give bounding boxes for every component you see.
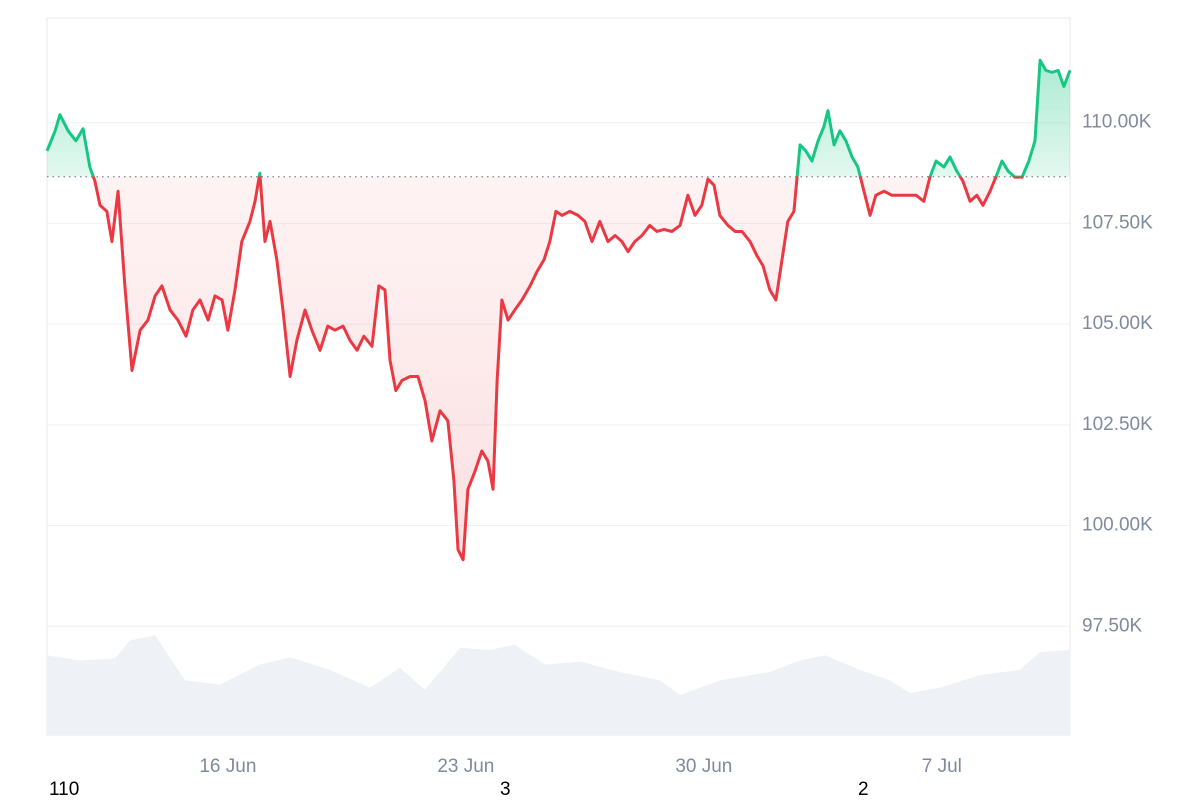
y-tick-label: 102.50K	[1082, 414, 1153, 435]
y-tick-label: 110.00K	[1082, 112, 1152, 133]
baseline-area	[47, 60, 1070, 560]
x-tick-label: 30 Jun	[675, 756, 732, 777]
volume-area	[47, 635, 1070, 735]
price-line	[45, 58, 1072, 562]
footer-label: 110	[49, 779, 79, 800]
footer-label: 3	[500, 779, 511, 800]
x-tick-label: 16 Jun	[199, 756, 256, 777]
plot-frame	[46, 17, 1071, 736]
footer-label: 2	[858, 779, 869, 800]
y-tick-label: 100.00K	[1082, 515, 1153, 536]
y-tick-label: 107.50K	[1082, 212, 1153, 233]
x-tick-label: 7 Jul	[922, 756, 962, 777]
y-tick-label: 105.00K	[1082, 313, 1153, 334]
x-tick-label: 23 Jun	[437, 756, 494, 777]
y-tick-label: 97.50K	[1082, 615, 1143, 636]
